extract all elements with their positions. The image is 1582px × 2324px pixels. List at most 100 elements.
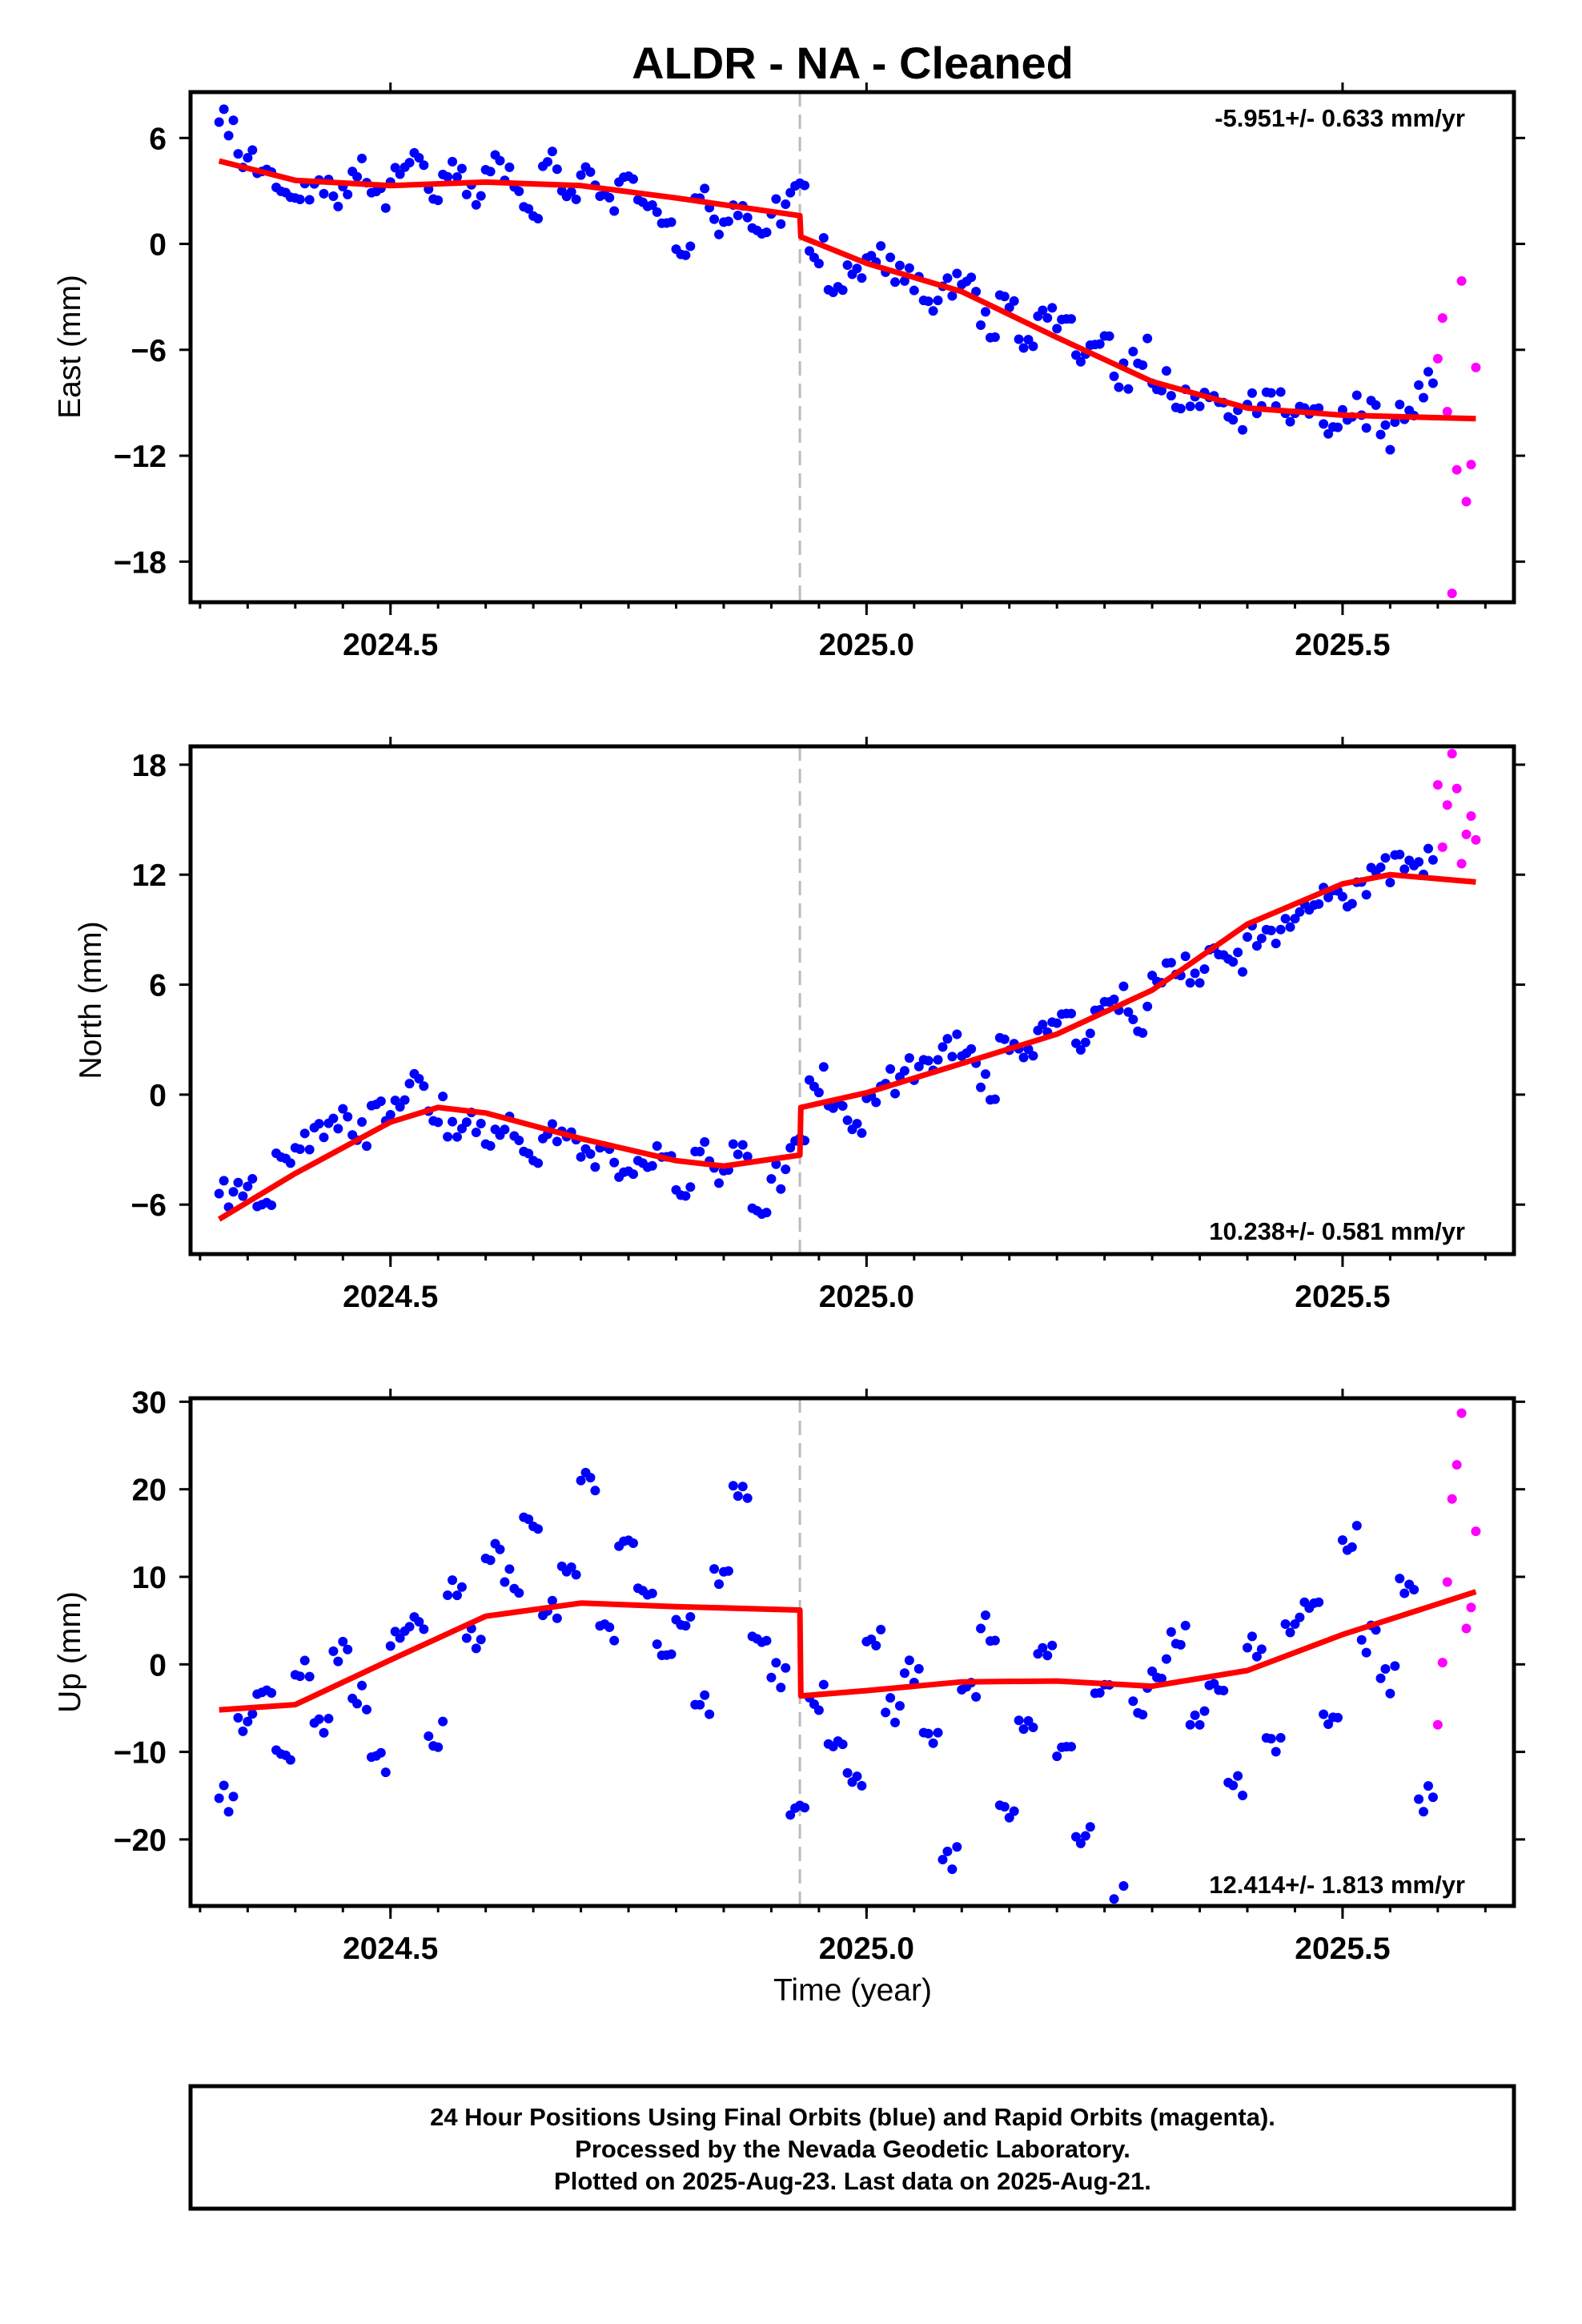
- up-final-point: [1251, 1651, 1262, 1662]
- east-final-point: [357, 153, 367, 163]
- east-rapid-point: [1456, 275, 1467, 286]
- up-final-point: [1332, 1712, 1343, 1723]
- up-final-point: [314, 1714, 324, 1724]
- north-final-point: [695, 1147, 705, 1157]
- north-y-tick-label: 0: [149, 1079, 167, 1113]
- up-final-point: [1185, 1719, 1195, 1730]
- up-final-point: [681, 1621, 691, 1631]
- east-final-point: [1380, 420, 1391, 430]
- up-final-point: [524, 1514, 534, 1525]
- north-final-point: [1038, 1019, 1048, 1030]
- east-final-point: [771, 194, 781, 204]
- north-final-point: [1123, 1007, 1134, 1017]
- up-final-point: [1319, 1709, 1329, 1719]
- north-final-point: [576, 1152, 586, 1162]
- north-final-point: [933, 1055, 943, 1065]
- east-final-point: [652, 207, 662, 217]
- north-final-point: [319, 1132, 329, 1143]
- north-final-point: [1238, 967, 1248, 977]
- up-final-point: [533, 1524, 544, 1534]
- north-final-point: [476, 1118, 486, 1128]
- east-final-point: [1361, 423, 1371, 433]
- north-final-point: [314, 1119, 324, 1129]
- east-final-point: [319, 188, 329, 199]
- up-final-point: [1414, 1794, 1424, 1804]
- up-final-point: [461, 1633, 472, 1643]
- north-final-point: [448, 1116, 458, 1127]
- east-final-point: [1332, 422, 1343, 432]
- north-final-point: [913, 1061, 924, 1072]
- north-x-tick-label: 2025.5: [1295, 1280, 1390, 1314]
- up-final-point: [1380, 1663, 1391, 1674]
- east-final-point: [456, 163, 467, 174]
- north-final-point: [233, 1177, 243, 1188]
- up-final-point: [1243, 1642, 1253, 1653]
- up-final-point: [243, 1716, 253, 1727]
- up-final-point: [604, 1622, 615, 1632]
- north-y-tick-label: −6: [131, 1188, 167, 1223]
- east-final-point: [1266, 388, 1276, 398]
- east-final-point: [1138, 360, 1148, 370]
- north-final-point: [771, 1159, 781, 1169]
- north-final-point: [1128, 1015, 1138, 1025]
- up-final-point: [609, 1635, 620, 1646]
- north-final-point: [1138, 1027, 1148, 1038]
- east-final-point: [433, 195, 444, 206]
- north-final-point: [438, 1092, 448, 1102]
- up-final-point: [733, 1491, 743, 1502]
- up-final-point: [214, 1793, 224, 1803]
- north-final-point: [238, 1191, 248, 1201]
- east-final-point: [1323, 428, 1334, 439]
- north-final-point: [461, 1117, 472, 1128]
- north-final-point: [871, 1097, 881, 1108]
- east-final-point: [742, 212, 753, 223]
- east-final-point: [542, 157, 552, 167]
- up-rapid-point: [1452, 1460, 1462, 1470]
- north-x-tick-label: 2025.0: [819, 1280, 914, 1314]
- north-final-point: [980, 1069, 990, 1080]
- east-final-point: [1185, 401, 1195, 412]
- north-final-point: [1185, 978, 1195, 988]
- up-final-point: [223, 1807, 234, 1817]
- north-final-point: [1385, 878, 1395, 888]
- north-rapid-point: [1466, 810, 1476, 821]
- east-final-point: [1038, 305, 1048, 316]
- north-final-point: [652, 1140, 662, 1151]
- up-final-point: [714, 1579, 725, 1590]
- up-final-point: [452, 1590, 462, 1601]
- east-final-point: [1395, 400, 1405, 410]
- east-final-point: [714, 229, 725, 239]
- north-rapid-point: [1452, 783, 1462, 794]
- up-final-point: [576, 1475, 586, 1486]
- east-final-point: [380, 203, 391, 213]
- up-final-point: [990, 1635, 1000, 1646]
- east-rapid-point: [1437, 313, 1447, 324]
- up-final-point: [1247, 1631, 1257, 1642]
- east-final-point: [485, 167, 496, 177]
- north-final-point: [443, 1132, 453, 1142]
- up-final-point: [1156, 1674, 1166, 1684]
- north-final-point: [1337, 891, 1347, 902]
- up-rapid-point: [1442, 1577, 1452, 1587]
- north-final-point: [852, 1119, 862, 1129]
- east-final-point: [352, 171, 363, 182]
- east-final-point: [1047, 303, 1058, 313]
- up-final-point: [471, 1643, 481, 1654]
- up-final-point: [761, 1635, 772, 1646]
- east-final-point: [333, 201, 343, 211]
- north-final-point: [1399, 864, 1410, 875]
- north-final-point: [452, 1132, 462, 1142]
- north-final-point: [500, 1124, 510, 1135]
- up-final-point: [299, 1655, 310, 1666]
- north-plot-frame: [188, 744, 1516, 1256]
- east-final-point: [1195, 401, 1205, 412]
- north-final-point: [1323, 892, 1334, 903]
- up-final-point: [1085, 1822, 1095, 1832]
- east-rapid-point: [1432, 353, 1443, 364]
- up-final-point: [1014, 1715, 1024, 1726]
- up-final-point: [319, 1727, 329, 1738]
- north-final-point: [1256, 933, 1267, 943]
- east-final-point: [223, 131, 234, 141]
- up-final-point: [1166, 1626, 1176, 1637]
- up-final-point: [1199, 1706, 1210, 1716]
